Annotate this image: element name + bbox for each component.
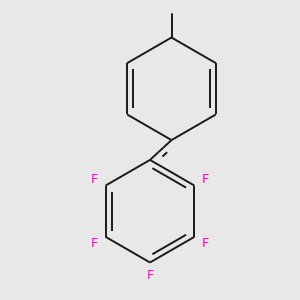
Text: F: F: [91, 173, 98, 186]
Text: F: F: [146, 268, 154, 282]
Text: F: F: [91, 237, 98, 250]
Text: F: F: [202, 173, 209, 186]
Text: F: F: [202, 237, 209, 250]
